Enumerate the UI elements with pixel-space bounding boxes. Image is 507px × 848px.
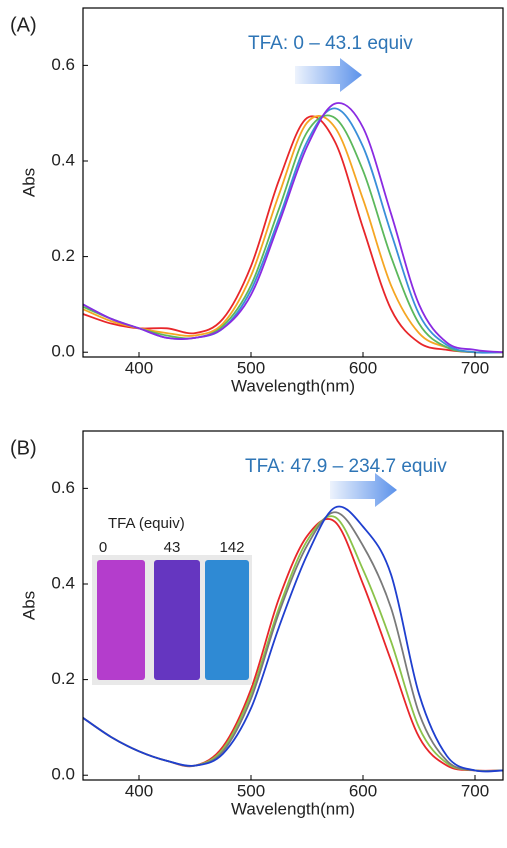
x-axis-label: Wavelength(nm) [231,799,355,818]
inset-title: TFA (equiv) [108,515,185,532]
cuvette [205,560,249,680]
x-tick-label: 400 [125,358,153,377]
inset-label: 43 [164,539,181,556]
y-axis-label: Abs [19,168,38,197]
y-tick-label: 0.2 [51,669,75,688]
inset-label: 142 [219,539,244,556]
spectrum-line [82,114,504,354]
spectrum-line [82,115,504,354]
panel-label: (B) [10,437,37,459]
x-tick-label: 500 [237,781,265,800]
y-tick-label: 0.4 [51,150,75,169]
x-tick-label: 600 [349,358,377,377]
cuvette [154,560,200,680]
x-tick-label: 600 [349,781,377,800]
x-axis-label: Wavelength(nm) [231,376,355,395]
x-tick-label: 500 [237,358,265,377]
y-tick-label: 0.2 [51,246,75,265]
y-tick-label: 0.0 [51,342,75,361]
spectrum-line [82,102,504,354]
inset-label: 0 [99,539,107,556]
x-tick-label: 400 [125,781,153,800]
arrow [295,58,362,92]
spectrum-line [82,505,504,773]
spectrum-line [82,115,504,354]
y-axis-label: Abs [19,591,38,620]
panel-label: (A) [10,14,37,36]
x-tick-label: 700 [461,358,489,377]
annotation: TFA: 0 – 43.1 equiv [248,33,413,54]
y-tick-label: 0.6 [51,55,75,74]
inset-photo [92,555,252,685]
y-tick-label: 0.6 [51,478,75,497]
cuvette [97,560,145,680]
x-tick-label: 700 [461,781,489,800]
arrow [330,473,397,507]
y-tick-label: 0.4 [51,573,75,592]
plot-frame [82,430,504,781]
annotation: TFA: 47.9 – 234.7 equiv [245,456,447,477]
y-tick-label: 0.0 [51,765,75,784]
spectrum-line [82,107,504,354]
plot-frame [82,7,504,358]
